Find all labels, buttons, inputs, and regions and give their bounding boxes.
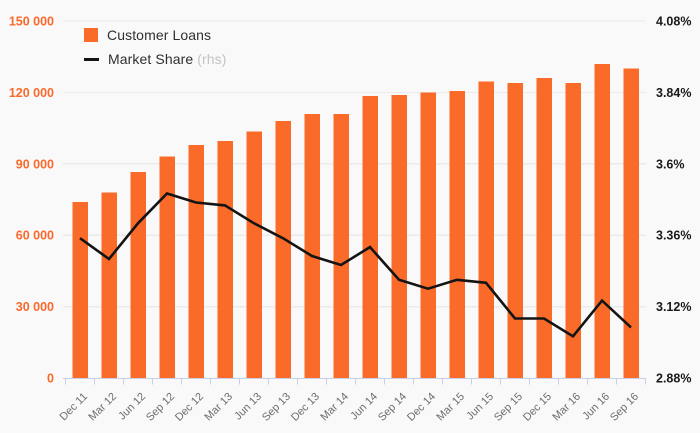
bar-customer-loans — [362, 95, 378, 378]
y-axis-tick-label-left: 90 000 — [16, 157, 54, 171]
x-axis-tick-label: Sep 16 — [608, 391, 641, 424]
x-axis-tick-label: Dec 14 — [405, 391, 438, 424]
bar-customer-loans — [188, 144, 204, 378]
x-axis-tick-label: Mar 14 — [318, 391, 351, 424]
bar-customer-loans — [420, 92, 436, 379]
bar-customer-loans — [130, 172, 146, 378]
x-axis-tick-label: Jun 13 — [232, 391, 264, 423]
bar-customer-loans — [275, 120, 291, 379]
y-axis-tick-label-left: 60 000 — [16, 229, 54, 243]
bar-customer-loans — [507, 82, 523, 378]
y-axis-tick-label-right: 3.36% — [656, 229, 691, 243]
x-axis-tick-label: Jun 16 — [580, 391, 612, 423]
bar-customer-loans — [449, 91, 465, 379]
x-axis-tick-label: Dec 11 — [58, 391, 91, 424]
y-axis-tick-label-right: 3.6% — [656, 157, 685, 171]
x-axis-tick-label: Mar 12 — [86, 391, 119, 424]
x-axis-tick-label: Mar 16 — [550, 391, 583, 424]
y-axis-tick-label-right: 3.84% — [656, 86, 691, 100]
x-axis-tick-label: Dec 15 — [521, 391, 554, 424]
bar-customer-loans — [594, 63, 610, 379]
bar-customer-loans — [101, 192, 117, 378]
legend-suffix-rhs: (rhs) — [197, 51, 227, 67]
y-axis-tick-label-left: 30 000 — [16, 300, 54, 314]
x-axis-tick-label: Sep 12 — [144, 391, 177, 424]
line-swatch-icon — [84, 57, 99, 61]
bar-customer-loans — [391, 94, 407, 378]
x-axis-tick-label: Dec 13 — [289, 391, 322, 424]
y-axis-tick-label-right: 2.88% — [656, 372, 691, 386]
legend-label-customer-loans: Customer Loans — [107, 27, 212, 43]
x-axis-tick-label: Sep 14 — [376, 391, 409, 424]
x-axis-tick-label: Sep 15 — [492, 391, 525, 424]
bar-customer-loans — [304, 113, 320, 378]
x-axis-tick-label: Jun 14 — [348, 391, 380, 423]
bar-customer-loans — [623, 68, 639, 378]
legend-item-customer-loans: Customer Loans — [84, 27, 227, 43]
x-axis-tick-label: Mar 13 — [202, 391, 235, 424]
x-axis-tick-label: Dec 12 — [173, 391, 206, 424]
x-axis-tick-label: Jun 15 — [464, 391, 496, 423]
y-axis-tick-label-left: 150 000 — [9, 15, 54, 29]
bar-customer-loans — [565, 82, 581, 378]
bar-customer-loans — [217, 141, 233, 378]
y-axis-tick-label-left: 120 000 — [9, 86, 54, 100]
bar-customer-loans — [478, 81, 494, 378]
x-axis-tick-label: Mar 15 — [434, 391, 467, 424]
y-axis-tick-label-left: 0 — [47, 372, 54, 386]
market-share-line — [79, 192, 632, 339]
bar-customer-loans — [72, 201, 88, 378]
x-axis-tick-label: Jun 12 — [116, 391, 148, 423]
y-axis-tick-label-right: 4.08% — [656, 15, 691, 29]
legend-label-market-share: Market Share (rhs) — [108, 51, 227, 67]
bar-customer-loans — [536, 78, 552, 379]
legend-item-market-share: Market Share (rhs) — [84, 51, 227, 67]
bar-swatch-icon — [84, 28, 98, 42]
chart-legend: Customer Loans Market Share (rhs) — [84, 27, 227, 67]
legend-label-market-share-text: Market Share — [108, 51, 194, 67]
bar-customer-loans — [333, 113, 349, 378]
y-axis-tick-label-right: 3.12% — [656, 300, 691, 314]
bar-customer-loans — [159, 156, 175, 378]
x-axis-tick-label: Sep 13 — [260, 391, 293, 424]
bar-customer-loans — [246, 131, 262, 378]
